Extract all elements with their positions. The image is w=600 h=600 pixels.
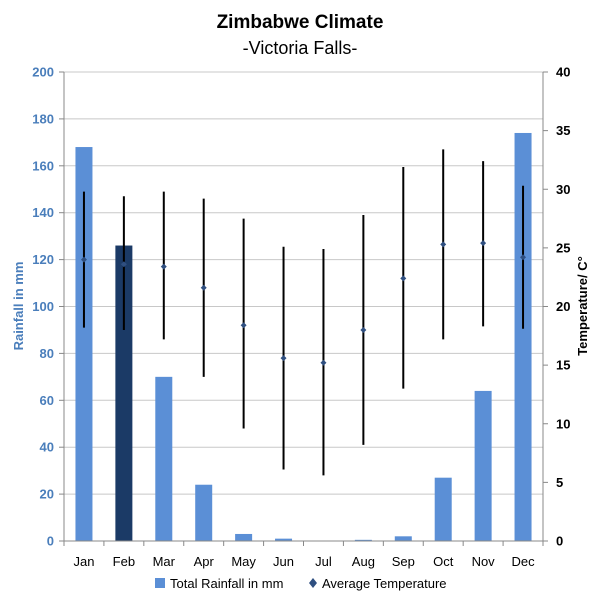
right-tick-label: 40: [556, 65, 570, 80]
x-tick-label-oct: Oct: [433, 554, 454, 569]
x-tick-label-jul: Jul: [315, 554, 332, 569]
right-tick-label: 20: [556, 299, 570, 314]
temperature-point-feb: [120, 261, 127, 268]
x-tick-label-feb: Feb: [113, 554, 135, 569]
x-tick-label-jan: Jan: [73, 554, 94, 569]
temperature-point-jan: [80, 256, 87, 263]
rainfall-bar-may: [235, 533, 253, 541]
rainfall-bar-jan: [75, 147, 93, 542]
right-axis-ticks: 0 5 10 15 20 25 30 35 40: [543, 65, 570, 549]
temperature-point-sep: [400, 275, 407, 282]
x-tick-label-aug: Aug: [352, 554, 375, 569]
rainfall-bar-aug: [354, 539, 372, 541]
right-tick-label: 25: [556, 240, 570, 255]
left-tick-label: 0: [47, 534, 54, 549]
chart-subtitle: -Victoria Falls-: [243, 38, 358, 58]
left-axis-ticks: 0 20 40 60 80 100 120 140 160 180 200: [32, 65, 64, 549]
left-tick-label: 80: [40, 346, 54, 361]
rainfall-bar-oct: [434, 477, 452, 541]
legend-temperature-marker: [309, 578, 317, 588]
temperature-point-aug: [360, 326, 367, 333]
x-tick-label-may: May: [231, 554, 256, 569]
right-tick-label: 10: [556, 416, 570, 431]
x-tick-label-dec: Dec: [511, 554, 535, 569]
chart-title: Zimbabwe Climate: [217, 12, 384, 33]
left-tick-label: 200: [32, 65, 54, 80]
rainfall-bars: [75, 132, 532, 542]
x-tick-label-jun: Jun: [273, 554, 294, 569]
temperature-point-may: [240, 322, 247, 329]
rainfall-bar-jun: [275, 538, 293, 541]
left-tick-label: 180: [32, 111, 54, 126]
legend: Total Rainfall in mm Average Temperature: [155, 576, 447, 591]
x-tick-label-nov: Nov: [472, 554, 496, 569]
temperature-series: [80, 149, 527, 476]
left-axis-label: Rainfall in mm: [11, 262, 26, 351]
x-tick-label-sep: Sep: [392, 554, 415, 569]
left-tick-label: 20: [40, 487, 54, 502]
left-tick-label: 60: [40, 393, 54, 408]
rainfall-bar-dec: [514, 132, 532, 541]
x-tick-label-apr: Apr: [194, 554, 215, 569]
rainfall-bar-sep: [394, 536, 412, 541]
rainfall-bar-nov: [474, 390, 492, 541]
temperature-point-mar: [160, 263, 167, 270]
left-tick-label: 140: [32, 205, 54, 220]
temperature-point-oct: [440, 241, 447, 248]
right-axis-label: Temperature/ C°: [575, 256, 590, 356]
temperature-point-nov: [480, 240, 487, 247]
left-tick-label: 100: [32, 299, 54, 314]
right-tick-label: 30: [556, 182, 570, 197]
temperature-point-jul: [320, 359, 327, 366]
legend-temperature-label: Average Temperature: [322, 576, 447, 591]
x-tick-label-mar: Mar: [153, 554, 176, 569]
right-tick-label: 0: [556, 534, 563, 549]
legend-rainfall-label: Total Rainfall in mm: [170, 576, 283, 591]
rainfall-bar-feb: [115, 245, 133, 541]
right-tick-label: 35: [556, 123, 570, 138]
temperature-point-apr: [200, 284, 207, 291]
temperature-point-jun: [280, 355, 287, 362]
gridlines: [64, 71, 543, 542]
rainfall-bar-apr: [195, 484, 213, 541]
left-tick-label: 40: [40, 440, 54, 455]
left-tick-label: 120: [32, 252, 54, 267]
temperature-point-dec: [520, 254, 527, 261]
x-axis-ticks: Jan Feb Mar Apr May Jun Jul Aug Sep Oct Nov Dec: [63, 541, 544, 569]
right-tick-label: 15: [556, 358, 570, 373]
rainfall-bar-mar: [155, 376, 173, 541]
legend-rainfall-swatch: [155, 578, 165, 588]
right-tick-label: 5: [556, 475, 563, 490]
left-tick-label: 160: [32, 158, 54, 173]
